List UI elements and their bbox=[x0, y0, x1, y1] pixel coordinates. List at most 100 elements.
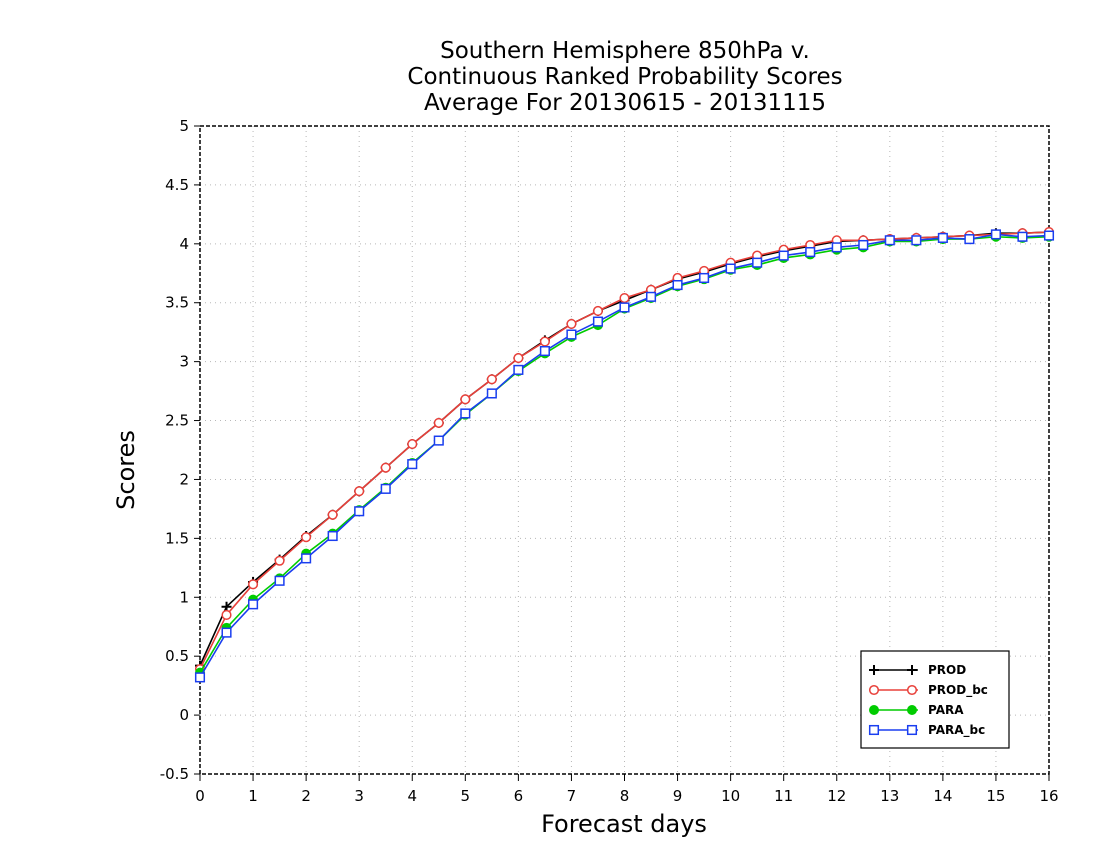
data-point-para-bc bbox=[699, 272, 710, 284]
data-point-para-bc bbox=[407, 459, 418, 470]
y-tick-label: 1.5 bbox=[165, 529, 189, 547]
x-tick-label: 9 bbox=[673, 787, 683, 805]
data-point-prod-bc bbox=[486, 374, 497, 385]
legend-marker-para-bc bbox=[868, 724, 880, 736]
x-tick-label: 15 bbox=[986, 787, 1005, 805]
series-lines bbox=[194, 226, 1055, 683]
data-point-para-bc bbox=[645, 291, 657, 302]
data-point-para-bc bbox=[752, 257, 763, 268]
data-point-prod-bc bbox=[380, 462, 391, 473]
x-tick-label: 3 bbox=[354, 787, 364, 805]
data-point-para-bc bbox=[248, 599, 259, 610]
y-tick-label: 4 bbox=[179, 235, 189, 253]
data-point-para-bc bbox=[884, 235, 895, 246]
data-point-para-bc bbox=[592, 316, 604, 327]
data-point-para-bc bbox=[672, 280, 683, 291]
data-point-para-bc bbox=[805, 247, 816, 258]
legend-label-prod: PROD bbox=[928, 663, 966, 677]
x-tick-label: 8 bbox=[620, 787, 630, 805]
data-point-para-bc bbox=[990, 229, 1001, 240]
data-point-para-bc bbox=[327, 530, 338, 542]
data-point-prod-bc bbox=[592, 305, 604, 317]
legend: PROD PROD_bc PARA PARA_bc bbox=[860, 650, 1010, 749]
data-point-para-bc bbox=[1017, 231, 1028, 242]
data-point-para-bc bbox=[619, 302, 630, 313]
legend-label-para: PARA bbox=[928, 703, 964, 717]
data-point-para-bc bbox=[831, 242, 842, 253]
x-tick-label: 2 bbox=[301, 787, 311, 805]
data-point-prod-bc bbox=[619, 292, 630, 304]
y-tick-label: -0.5 bbox=[160, 765, 189, 783]
data-point-para-bc bbox=[460, 408, 471, 419]
data-point-para-bc bbox=[433, 435, 444, 446]
legend-marker-prod-bc bbox=[868, 684, 880, 696]
y-tick-label: 5 bbox=[179, 117, 189, 135]
x-axis-ticks: 0 1 2 3 4 5 6 7 8 9 10 11 12 13 14 15 16 bbox=[195, 774, 1059, 805]
y-tick-label: 0.5 bbox=[165, 647, 189, 665]
y-axis-title: Scores bbox=[112, 430, 140, 510]
data-point-prod-bc bbox=[301, 532, 312, 543]
x-tick-label: 14 bbox=[933, 787, 952, 805]
x-axis-title: Forecast days bbox=[541, 810, 707, 838]
legend-marker-para bbox=[869, 705, 879, 715]
y-tick-label: 4.5 bbox=[165, 176, 189, 194]
data-point-prod-bc bbox=[354, 486, 365, 497]
x-tick-label: 6 bbox=[514, 787, 524, 805]
y-tick-label: 2.5 bbox=[165, 412, 189, 430]
x-tick-label: 1 bbox=[248, 787, 258, 805]
x-tick-label: 0 bbox=[195, 787, 205, 805]
data-point-para-bc bbox=[221, 627, 232, 638]
data-point-para-bc bbox=[778, 250, 789, 261]
x-tick-label: 13 bbox=[880, 787, 899, 805]
chart-title: Southern Hemisphere 850hPa v. Continuous… bbox=[407, 38, 842, 116]
data-point-para-bc bbox=[858, 239, 869, 251]
data-point-prod-bc bbox=[274, 555, 285, 566]
data-point-para-bc bbox=[194, 672, 206, 683]
y-tick-label: 0 bbox=[179, 706, 189, 724]
legend-label-para-bc: PARA_bc bbox=[928, 723, 985, 738]
data-point-prod-bc bbox=[221, 609, 232, 620]
legend-marker-prod bbox=[869, 665, 879, 675]
data-point-para-bc bbox=[380, 483, 391, 494]
legend-marker-prod bbox=[907, 665, 917, 675]
data-point-para-bc bbox=[911, 235, 922, 246]
data-point-para-bc bbox=[486, 388, 497, 399]
data-point-para-bc bbox=[354, 506, 365, 517]
legend-marker-para-bc bbox=[906, 724, 918, 736]
x-tick-label: 4 bbox=[407, 787, 417, 805]
data-point-prod-bc bbox=[433, 417, 444, 428]
data-point-prod-bc bbox=[513, 353, 524, 364]
data-point-para-bc bbox=[513, 364, 524, 375]
data-point-para-bc bbox=[566, 329, 577, 340]
data-point-prod-bc bbox=[539, 336, 550, 347]
y-tick-label: 2 bbox=[179, 470, 189, 488]
y-tick-label: 3.5 bbox=[165, 294, 189, 312]
chart-title-line-3: Average For 20130615 - 20131115 bbox=[424, 90, 826, 116]
chart-title-line-2: Continuous Ranked Probability Scores bbox=[407, 64, 842, 90]
y-tick-label: 3 bbox=[179, 353, 189, 371]
data-point-para-bc bbox=[539, 345, 550, 357]
legend-markers bbox=[868, 665, 918, 736]
data-point-prod-bc bbox=[407, 439, 418, 450]
data-point-prod-bc bbox=[566, 318, 577, 329]
legend-label-prod-bc: PROD_bc bbox=[928, 683, 988, 698]
legend-marker-prod-bc bbox=[906, 684, 918, 696]
y-axis-ticks: -0.5 0 0.5 1 1.5 2 2.5 3 3.5 4 4.5 5 bbox=[160, 117, 200, 783]
data-point-para-bc bbox=[725, 263, 736, 274]
data-point-para-bc bbox=[301, 553, 312, 564]
series-para-bc bbox=[194, 229, 1055, 683]
data-point-para-bc bbox=[964, 234, 975, 245]
legend-box bbox=[860, 650, 1010, 749]
data-point-para-bc bbox=[937, 232, 948, 243]
data-point-prod-bc bbox=[327, 509, 338, 520]
x-tick-label: 7 bbox=[567, 787, 577, 805]
x-tick-label: 10 bbox=[721, 787, 740, 805]
data-point-para-bc bbox=[274, 575, 285, 586]
x-tick-label: 16 bbox=[1039, 787, 1058, 805]
x-tick-label: 12 bbox=[827, 787, 846, 805]
data-point-para-bc bbox=[1043, 230, 1055, 241]
legend-marker-para bbox=[907, 705, 917, 715]
x-tick-label: 5 bbox=[461, 787, 471, 805]
y-tick-label: 1 bbox=[179, 588, 189, 606]
